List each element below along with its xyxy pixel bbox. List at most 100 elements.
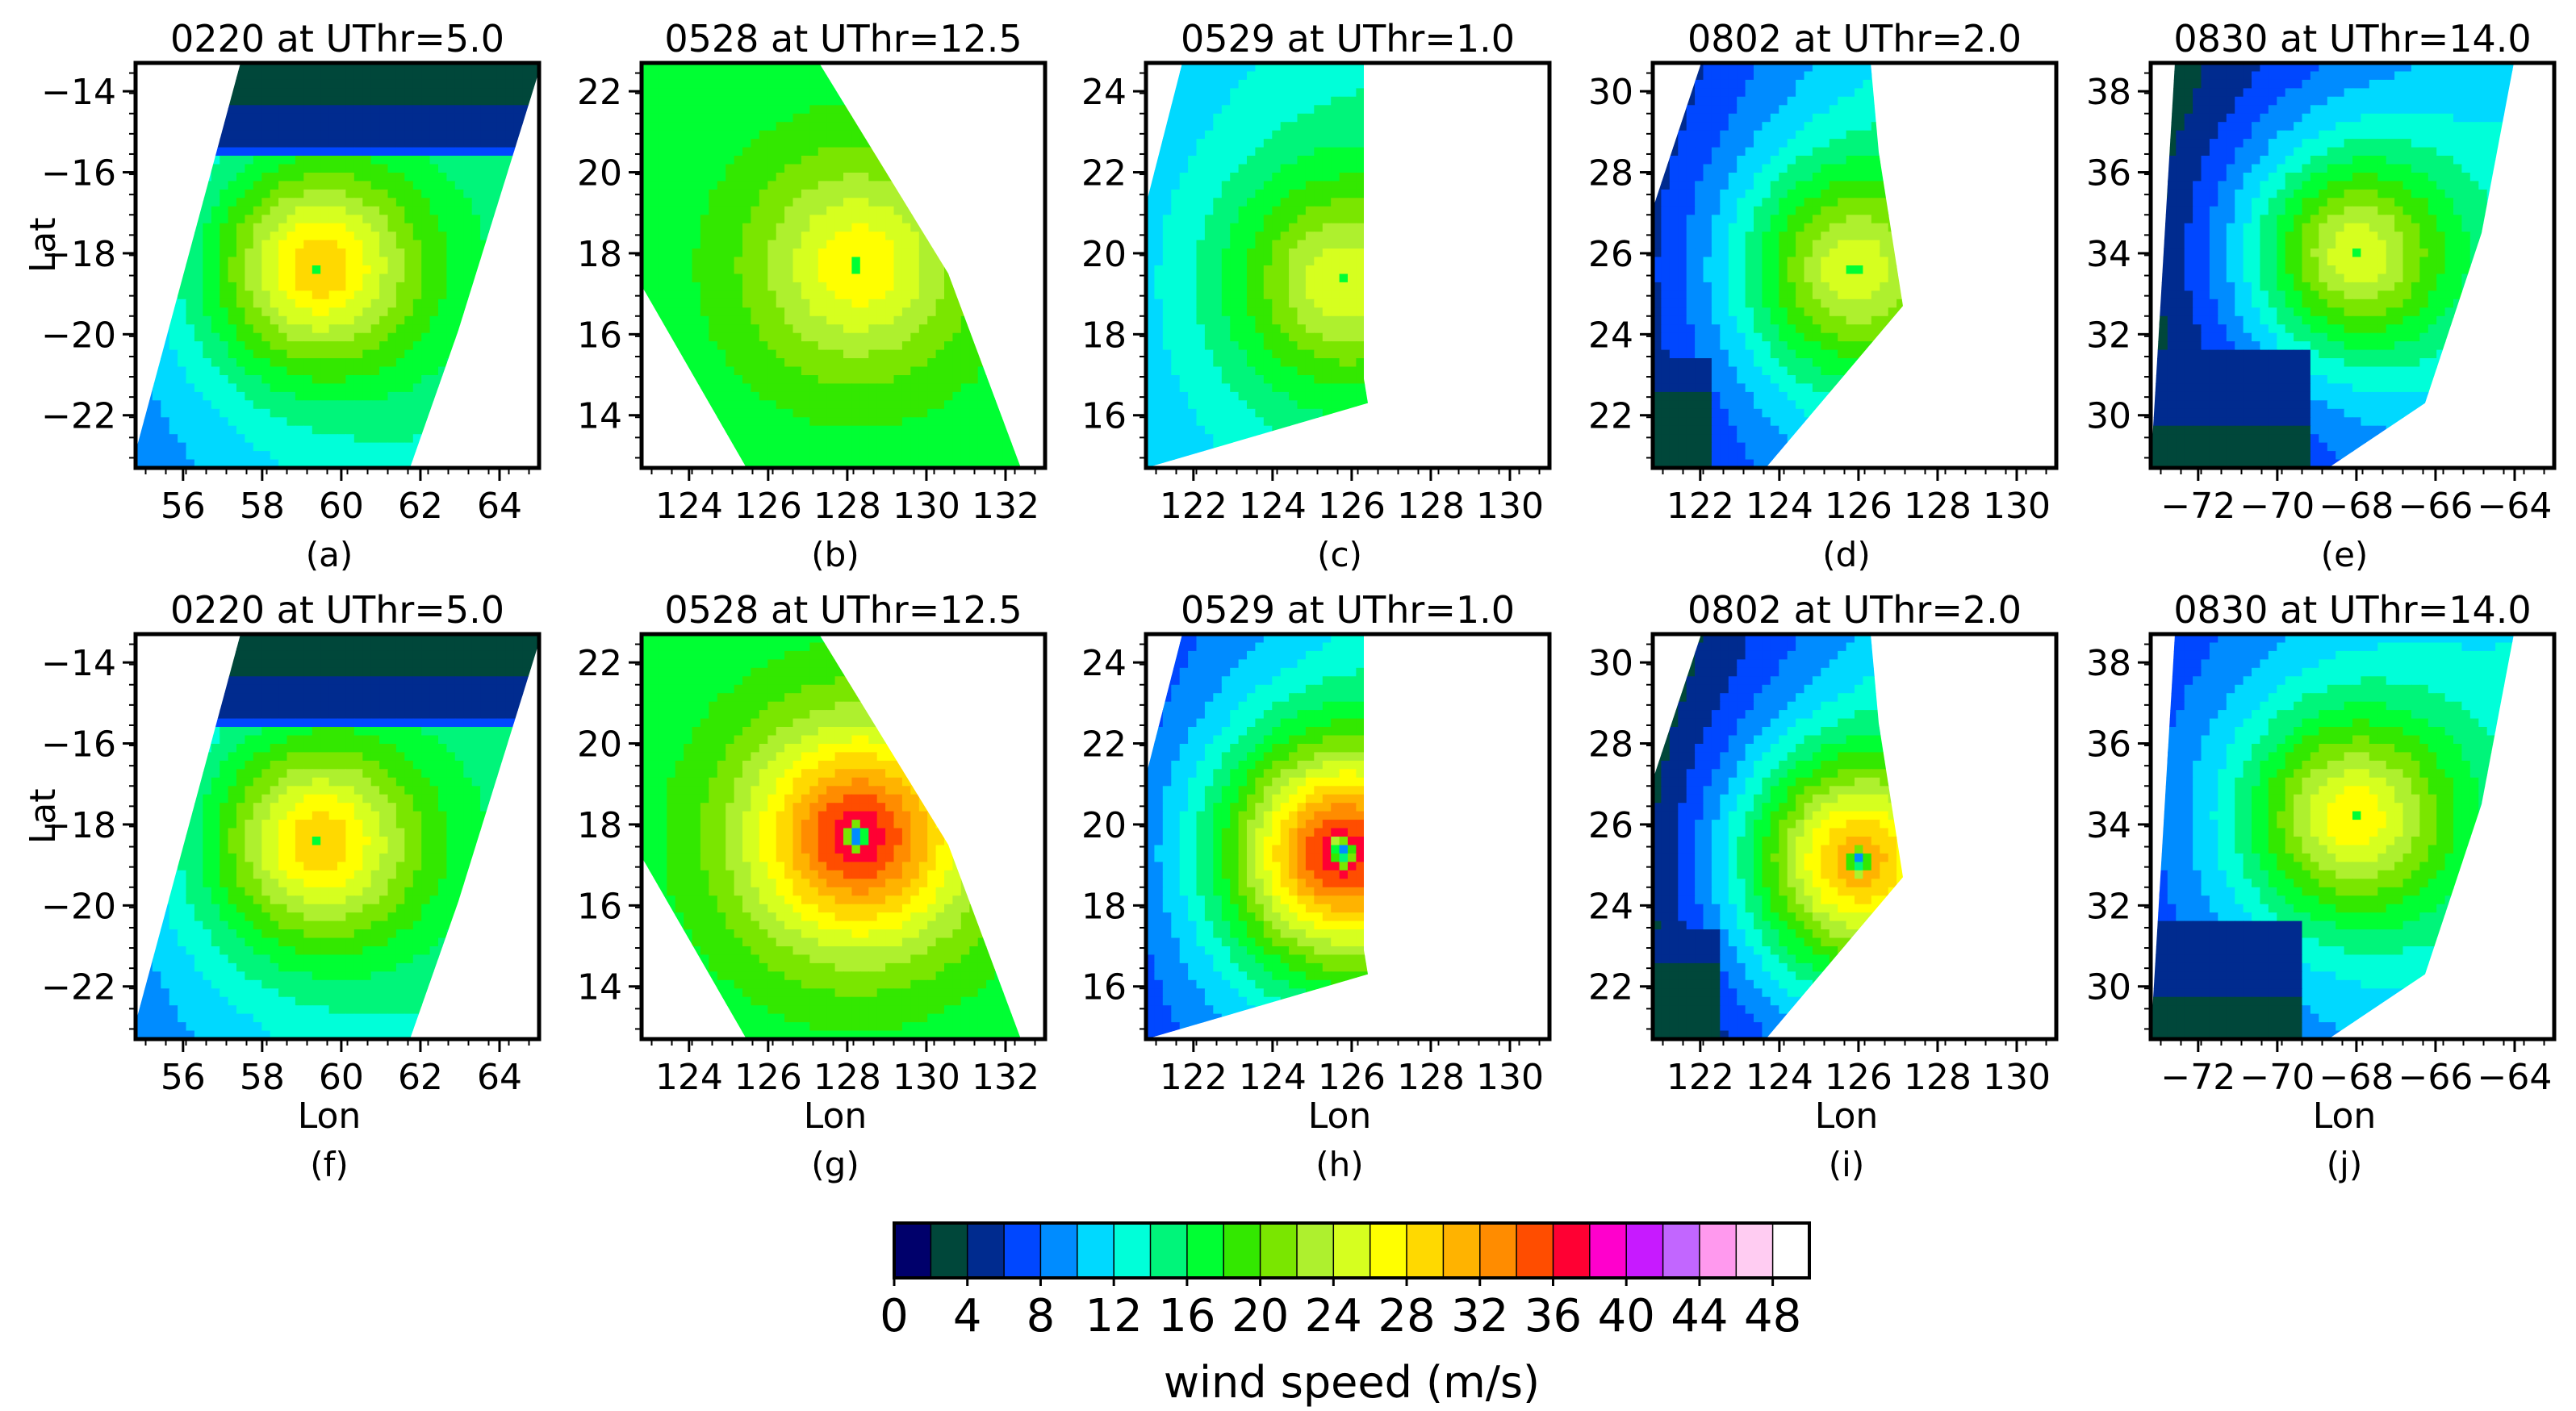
panel-letter: (g) — [811, 1145, 859, 1184]
y-tick-label: −22 — [41, 396, 116, 437]
colorbar-swatch — [1699, 1222, 1738, 1279]
colorbar-swatch — [930, 1222, 969, 1279]
x-tick-label: 124 — [1746, 486, 1813, 527]
y-tick-label: 30 — [2086, 396, 2131, 437]
colorbar-tick-label: 40 — [1598, 1290, 1655, 1342]
colorbar-swatch — [1625, 1222, 1664, 1279]
colorbar-swatch — [1771, 1222, 1811, 1279]
y-tick-label: 38 — [2086, 643, 2131, 684]
panel-h: 0529 at UThr=1.0 122 124 126 128 130 24 22 20 18 1… — [1081, 588, 1552, 1184]
y-tick-label: 22 — [1588, 967, 1633, 1008]
colorbar-swatch — [1735, 1222, 1774, 1279]
x-tick-label: 128 — [813, 1057, 881, 1098]
y-tick-label: 28 — [1588, 153, 1633, 194]
y-tick-label: 16 — [1081, 967, 1127, 1008]
panel-j: 0830 at UThr=14.0 −72 −70 −68 −66 −64 38 36 34 32… — [2086, 588, 2557, 1184]
x-tick-label: 124 — [1239, 486, 1307, 527]
colorbar-swatch — [1479, 1222, 1518, 1279]
y-tick-label: 32 — [2086, 886, 2131, 927]
y-tick-label: 14 — [577, 967, 622, 1008]
colorbar-swatch — [966, 1222, 1006, 1279]
x-tick-label: 122 — [1666, 1057, 1734, 1098]
colorbar-swatch — [1003, 1222, 1042, 1279]
x-tick-label: 58 — [240, 486, 285, 527]
x-tick-label: 128 — [1904, 1057, 1972, 1098]
wind-field — [2151, 63, 2514, 468]
x-tick-label: 128 — [813, 486, 881, 527]
x-tick-label: 128 — [1397, 1057, 1465, 1098]
y-tick-label: 18 — [1081, 315, 1127, 356]
x-tick-label: −72 — [2160, 1057, 2235, 1098]
y-tick-label: 34 — [2086, 805, 2131, 846]
y-tick-label: 30 — [1588, 72, 1633, 113]
colorbar-tick-label: 16 — [1158, 1290, 1215, 1342]
y-tick-label: 22 — [577, 72, 622, 113]
y-tick-label: 24 — [1081, 643, 1127, 684]
colorbar-tick-label: 48 — [1744, 1290, 1801, 1342]
y-tick-label: 16 — [1081, 396, 1127, 437]
x-tick-label: 56 — [161, 486, 206, 527]
y-tick-label: 20 — [577, 724, 622, 766]
x-tick-label: 64 — [477, 486, 522, 527]
y-tick-label: 20 — [1081, 805, 1127, 846]
y-tick-label: −16 — [41, 153, 116, 194]
x-tick-label: 132 — [972, 486, 1039, 527]
colorbar-swatch — [1296, 1222, 1335, 1279]
wind-field — [2151, 634, 2514, 1039]
panel-letter: (e) — [2321, 535, 2369, 574]
colorbar-swatch — [1332, 1222, 1371, 1279]
panel-letter: (b) — [811, 535, 859, 574]
x-tick-label: 58 — [240, 1057, 285, 1098]
colorbar-swatch — [1516, 1222, 1554, 1279]
wind-field — [1653, 634, 1903, 1039]
x-tick-label: 62 — [398, 1057, 443, 1098]
colorbar-swatch — [893, 1222, 932, 1279]
y-tick-label: 30 — [1588, 643, 1633, 684]
y-tick-label: 30 — [2086, 967, 2131, 1008]
x-tick-label: 130 — [1983, 486, 2051, 527]
x-tick-label: 126 — [1318, 486, 1386, 527]
y-tick-label: −18 — [41, 805, 116, 846]
x-tick-label: −70 — [2239, 486, 2315, 527]
y-tick-label: 20 — [577, 153, 622, 194]
x-tick-label: −68 — [2319, 486, 2394, 527]
colorbar-tick-label: 12 — [1085, 1290, 1143, 1342]
y-tick-label: 22 — [577, 643, 622, 684]
y-tick-label: 22 — [1081, 153, 1127, 194]
x-tick-label: 60 — [319, 1057, 364, 1098]
panel-title: 0529 at UThr=1.0 — [1181, 17, 1515, 61]
panel-letter: (d) — [1822, 535, 1870, 574]
panel-f: 0220 at UThr=5.0 56 58 60 62 64 −14 −16 −18 −20 −2… — [23, 588, 542, 1184]
panel-title: 0802 at UThr=2.0 — [1687, 588, 2022, 632]
panel-letter: (j) — [2327, 1145, 2362, 1184]
colorbar-label: wind speed (m/s) — [1164, 1357, 1540, 1408]
x-tick-label: 60 — [319, 486, 364, 527]
plot-frame — [133, 61, 542, 470]
panel-e: 0830 at UThr=14.0 −72 −70 −68 −66 −64 38 36 34 32… — [2086, 17, 2557, 574]
y-axis-label: Lat — [23, 218, 64, 273]
x-tick-label: −70 — [2239, 1057, 2315, 1098]
y-tick-label: 32 — [2086, 315, 2131, 356]
plot-frame — [2148, 61, 2557, 470]
x-tick-label: 124 — [1239, 1057, 1307, 1098]
colorbar-swatch — [1077, 1222, 1115, 1279]
colorbar-swatch — [1223, 1222, 1261, 1279]
colorbar-swatch — [1186, 1222, 1225, 1279]
y-tick-label: 26 — [1588, 234, 1633, 275]
x-tick-label: 122 — [1160, 486, 1227, 527]
y-tick-label: −20 — [41, 315, 116, 356]
colorbar-tick-label: 36 — [1524, 1290, 1582, 1342]
wind-field — [1653, 63, 1903, 468]
panel-title: 0830 at UThr=14.0 — [2173, 17, 2531, 61]
colorbar-swatch — [1662, 1222, 1701, 1279]
x-tick-label: 130 — [1983, 1057, 2051, 1098]
panel-a: 0220 at UThr=5.0 56 58 60 62 64 −14 −16 −18 −20 −2… — [23, 17, 542, 574]
x-tick-label: −64 — [2478, 1057, 2553, 1098]
y-tick-label: −20 — [41, 886, 116, 927]
colorbar-swatch — [1589, 1222, 1628, 1279]
colorbar-swatch — [1113, 1222, 1152, 1279]
panel-title: 0528 at UThr=12.5 — [664, 17, 1022, 61]
colorbar-tick-label: 44 — [1671, 1290, 1728, 1342]
